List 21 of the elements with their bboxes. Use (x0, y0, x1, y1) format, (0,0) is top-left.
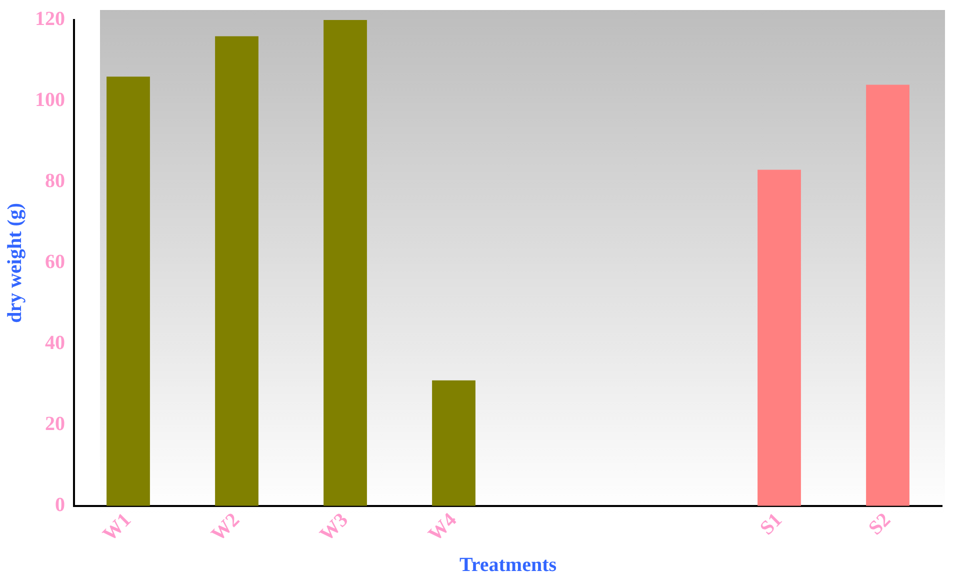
y-tick-label: 120 (35, 8, 65, 30)
bar (106, 76, 150, 506)
x-tick-label: W2 (207, 508, 244, 546)
y-tick-label: 20 (45, 413, 65, 436)
x-tick-label: S2 (864, 508, 895, 540)
bar (866, 84, 910, 506)
x-tick-label: W3 (316, 508, 352, 546)
y-tick-label: 100 (35, 89, 65, 112)
bar (215, 36, 258, 506)
x-tick-label: W4 (424, 508, 461, 546)
bar (758, 170, 801, 506)
x-axis-title: Treatments (459, 554, 557, 576)
bar (324, 20, 367, 506)
x-tick-label: S1 (756, 508, 786, 540)
y-tick-label: 80 (45, 170, 65, 192)
y-tick-label: 40 (45, 332, 65, 354)
y-axis-title: dry weight (g) (4, 202, 26, 323)
x-tick-label: W1 (98, 508, 136, 546)
y-tick-label: 0 (55, 494, 65, 516)
y-tick-label: 60 (45, 251, 65, 274)
bar (432, 380, 476, 506)
